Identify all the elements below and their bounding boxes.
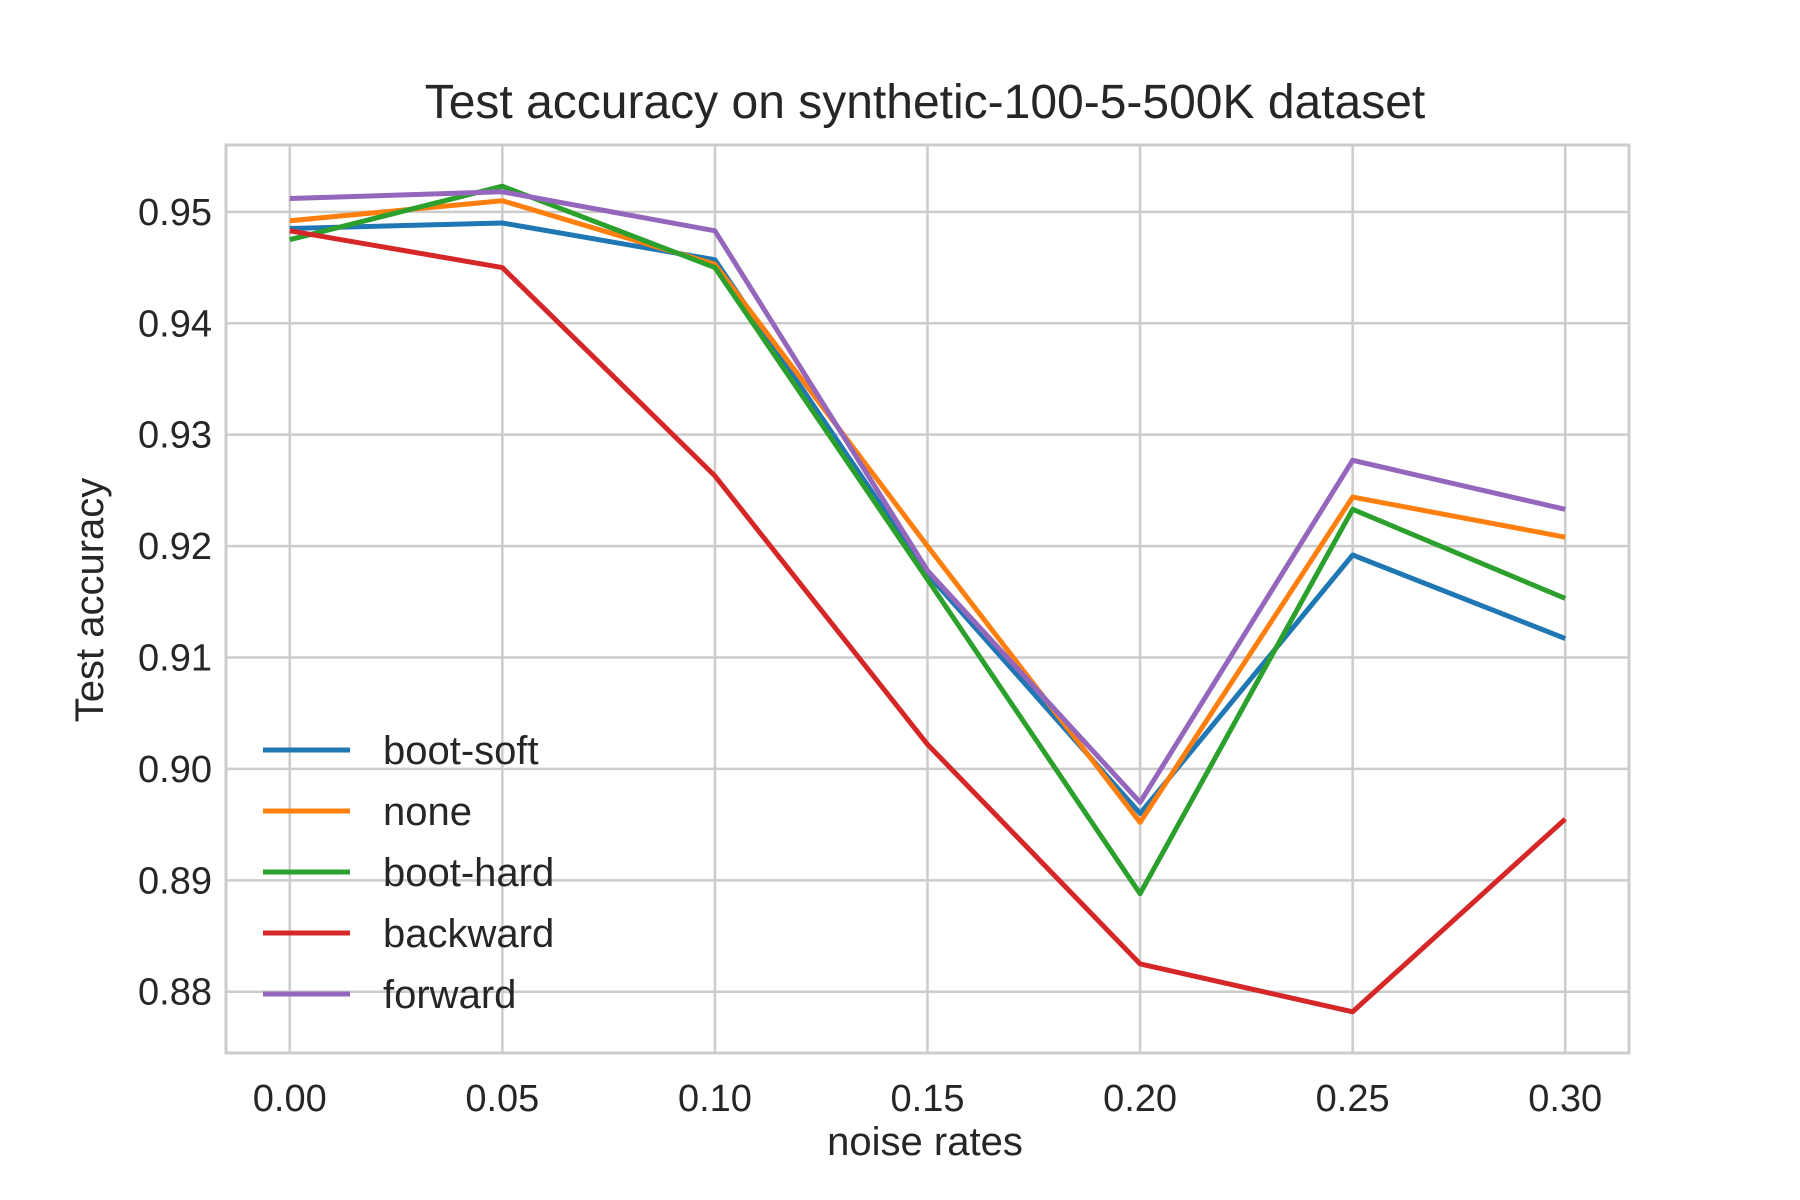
x-tick-label: 0.00 xyxy=(253,1078,327,1120)
legend-item: boot-hard xyxy=(263,851,554,895)
x-tick-label: 0.20 xyxy=(1103,1078,1177,1120)
y-tick-label: 0.92 xyxy=(138,526,212,568)
legend-item: boot-soft xyxy=(263,729,539,773)
legend-item: none xyxy=(263,790,472,834)
y-tick-label: 0.91 xyxy=(138,637,212,679)
y-tick-label: 0.94 xyxy=(138,303,212,345)
series-lines xyxy=(289,183,1567,1015)
y-tick-label: 0.89 xyxy=(138,860,212,902)
legend-label: boot-hard xyxy=(383,851,554,895)
legend-label: forward xyxy=(383,973,516,1017)
x-tick-label: 0.10 xyxy=(678,1078,752,1120)
legend-label: backward xyxy=(383,912,554,956)
legend-item: backward xyxy=(263,912,554,956)
y-axis-label: Test accuracy xyxy=(68,478,112,723)
series-line-forward xyxy=(289,189,1566,805)
x-axis-label: noise rates xyxy=(827,1120,1023,1164)
y-tick-label: 0.90 xyxy=(138,749,212,791)
legend-item: forward xyxy=(263,973,516,1017)
x-tick-label: 0.25 xyxy=(1316,1078,1390,1120)
legend: boot-soft none boot-hard backward forward xyxy=(263,729,554,1017)
series-line-backward xyxy=(289,228,1567,1015)
tick-labels: 0.00 0.05 0.10 0.15 0.20 0.25 0.30 0.88 0.89 0.90… xyxy=(138,192,1602,1120)
series-line-none xyxy=(289,198,1566,825)
series-line-boot-hard xyxy=(289,183,1567,897)
legend-label: none xyxy=(383,790,472,834)
y-tick-label: 0.93 xyxy=(138,415,212,457)
y-tick-label: 0.95 xyxy=(138,192,212,234)
x-tick-label: 0.30 xyxy=(1528,1078,1602,1120)
x-tick-label: 0.15 xyxy=(891,1078,965,1120)
chart-title: Test accuracy on synthetic-100-5-500K da… xyxy=(425,76,1426,129)
legend-label: boot-soft xyxy=(383,729,539,773)
plot-frame xyxy=(224,143,1631,1055)
x-tick-label: 0.05 xyxy=(465,1078,539,1120)
grid xyxy=(226,145,1629,1053)
y-tick-label: 0.88 xyxy=(138,972,212,1014)
